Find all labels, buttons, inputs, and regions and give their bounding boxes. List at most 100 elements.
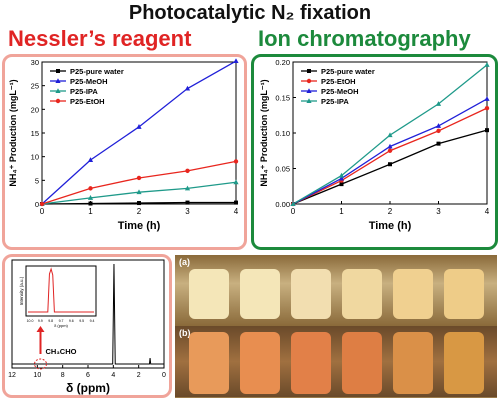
photo-row-a: (a) (175, 255, 497, 326)
photo-label-a: (a) (179, 257, 190, 267)
ic-data-point (387, 132, 393, 138)
nmr-inset-tick-label: 9.5 (79, 319, 84, 323)
ic-y-tick-label: 0.10 (275, 129, 290, 138)
vial (342, 332, 382, 394)
nessler-panel-border (2, 54, 247, 250)
vial (444, 269, 484, 319)
ion-chromatography-chart: 0 1 2 3 4 0.00 0.05 0.10 0.15 0.20 Time (h) NH₄⁺ Pr… (259, 58, 490, 232)
nessler-chart: 0 1 2 3 4 0 5 10 15 20 25 30 Time (h) NH₄⁺ Production… (8, 58, 239, 232)
ic-data-point (485, 128, 489, 133)
ic-series-1 (290, 105, 490, 207)
vial (240, 269, 280, 319)
nessler-data-point (136, 189, 142, 195)
ic-data-point (484, 96, 490, 101)
nmr-inset-tick-label: 9.8 (48, 319, 53, 323)
vial (393, 332, 433, 394)
vial (291, 332, 331, 394)
ic-data-point (435, 101, 442, 106)
vial (291, 269, 331, 319)
nessler-data-point (137, 201, 141, 206)
nessler-x-axis-label: Time (h) (118, 220, 161, 232)
nmr-inset-tick-label: 9.7 (59, 319, 64, 323)
ic-series-3 (290, 62, 490, 206)
ic-series-0 (291, 128, 489, 206)
nmr-x-tick-label: 8 (61, 372, 65, 379)
nessler-y-axis-label: NH₄⁺ Production (mgL⁻¹) (8, 79, 18, 186)
nessler-data-point (88, 186, 93, 191)
ic-data-point (484, 62, 490, 67)
ic-y-tick-label: 0.20 (275, 58, 290, 67)
nessler-legend-label: P25-pure water (70, 67, 124, 76)
nessler-data-point (234, 200, 238, 205)
nmr-spectrum-line (12, 263, 164, 365)
nessler-legend-label: P25-IPA (70, 87, 98, 96)
ic-legend-marker (306, 78, 312, 84)
ic-legend-label: P25-EtOH (321, 77, 356, 86)
nessler-y-tick-label: 30 (31, 58, 39, 67)
ic-data-point (290, 201, 296, 206)
vial (189, 332, 229, 394)
nmr-inset-tick-label: 9.9 (38, 319, 43, 323)
nmr-x-tick-label: 12 (8, 372, 16, 379)
nmr-inset-tick-label: 10.0 (27, 319, 34, 323)
ic-x-axis-label: Time (h) (369, 220, 412, 232)
ic-y-axis-label: NH₄⁺ Production (mgL⁻¹) (259, 79, 269, 186)
nessler-legend-label: P25-EtOH (70, 97, 105, 106)
ic-data-point (338, 172, 345, 178)
ic-data-point (388, 162, 392, 167)
ic-y-tick-label: 0.05 (275, 165, 290, 174)
nessler-legend-label: P25-MeOH (70, 77, 108, 86)
nessler-data-point (39, 201, 45, 207)
ion-chromatography-heading: Ion chromatography (258, 26, 471, 51)
ic-data-point (484, 105, 490, 111)
nessler-x-tick-label: 1 (88, 207, 93, 216)
nmr-x-tick-label: 2 (137, 372, 141, 379)
ic-legend-marker (307, 69, 311, 73)
nessler-data-point (233, 58, 239, 64)
nmr-inset-spectrum (28, 267, 94, 313)
nessler-y-tick-label: 5 (35, 176, 39, 185)
nmr-x-tick-label: 4 (111, 372, 115, 379)
vial (189, 269, 229, 319)
nessler-y-tick-label: 20 (31, 105, 39, 114)
nessler-series-line (41, 160, 237, 205)
nmr-inset-tick-label: 9.6 (69, 319, 74, 323)
nessler-data-point (185, 168, 190, 174)
ic-data-point (435, 123, 442, 128)
nessler-legend-marker (56, 69, 60, 73)
ic-legend-marker (306, 88, 312, 93)
nessler-legend-marker (55, 78, 61, 83)
nessler-x-tick-label: 0 (40, 207, 45, 216)
nmr-x-tick-label: 6 (86, 372, 90, 379)
ic-x-tick-label: 1 (339, 207, 344, 216)
nessler-series-3 (39, 159, 239, 207)
ic-y-tick-label: 0.00 (275, 200, 290, 209)
nessler-heading: Nessler’s reagent (8, 26, 192, 51)
ic-series-line (292, 107, 488, 205)
ic-series-line (292, 129, 488, 205)
nessler-data-point (184, 85, 191, 91)
nessler-y-tick-label: 0 (35, 200, 39, 209)
nessler-legend-marker (55, 98, 61, 104)
nessler-data-point (87, 157, 94, 162)
nessler-data-point (136, 124, 142, 129)
vial (342, 269, 382, 319)
nmr-arrow-head (36, 326, 45, 332)
ic-data-point (436, 141, 441, 146)
nmr-inset-tick-label: 9.4 (90, 319, 95, 323)
ic-data-point (387, 143, 393, 149)
ic-legend-label: P25-MeOH (321, 87, 359, 96)
nessler-data-point (87, 195, 94, 200)
nessler-data-point (184, 185, 191, 191)
photo-label-b: (b) (179, 328, 191, 338)
ic-data-point (338, 175, 345, 181)
nessler-y-tick-label: 15 (31, 129, 39, 138)
nessler-x-tick-label: 2 (137, 207, 142, 216)
ic-x-tick-label: 4 (485, 207, 490, 216)
nmr-spectrum-chart: 12 10 8 6 4 2 0 δ (ppm) CH₃CHO 10.0 9.9 9.8 9.7 9.6 9.… (8, 259, 166, 395)
nessler-y-tick-label: 10 (31, 153, 39, 162)
nmr-inset-x-label: δ (ppm) (54, 323, 68, 328)
nessler-data-point (136, 175, 142, 181)
nessler-series-0 (40, 200, 238, 206)
ic-data-point (387, 148, 393, 153)
